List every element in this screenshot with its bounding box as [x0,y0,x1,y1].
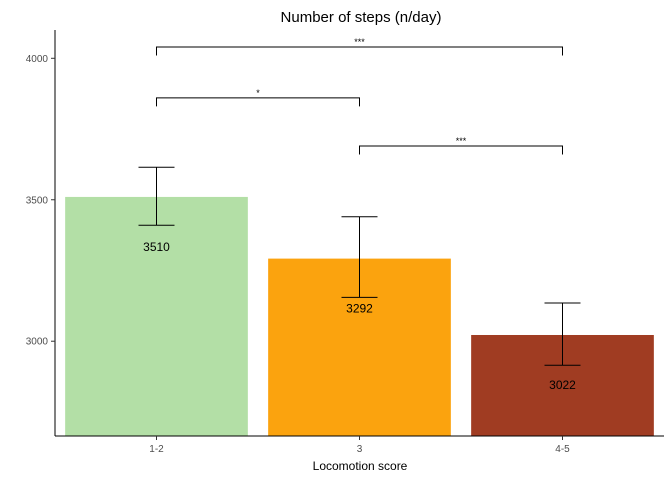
x-tick-label-3: 3 [357,444,363,455]
significance-bracket-1: *** [156,37,563,56]
significance-bracket-line [359,145,563,155]
chart-title: Number of steps (n/day) [281,9,442,26]
data-label-1-2: 3510 [143,240,170,254]
significance-bracket-line [156,97,360,107]
x-tick-label-1-2: 1-2 [149,444,164,455]
error-bar-3 [341,216,378,298]
x-axis: 1-2 3 4-5 [55,435,664,455]
error-bar-4-5 [544,302,581,366]
x-axis-label: Locomotion score [313,459,408,473]
significance-bracket-3: *** [359,136,563,155]
significance-label: * [256,88,260,98]
x-tick-label-4-5: 4-5 [555,444,570,455]
data-label-3: 3292 [346,302,373,316]
y-axis: 3000 3500 4000 [26,30,56,436]
error-bars-group [138,166,581,366]
y-tick-label-3500: 3500 [26,195,49,206]
y-tick-label-4000: 4000 [26,54,49,65]
significance-bracket-2: * [156,88,360,107]
significance-label: *** [456,136,467,146]
data-label-4-5: 3022 [549,378,576,392]
bar-1-2 [65,196,248,436]
significance-brackets-group: ******* [156,37,563,155]
significance-bracket-line [156,46,563,56]
error-bar-1-2 [138,166,175,226]
data-labels-group: 3510 3292 3022 [143,240,576,392]
y-tick-label-3000: 3000 [26,337,49,348]
significance-label: *** [354,37,365,47]
